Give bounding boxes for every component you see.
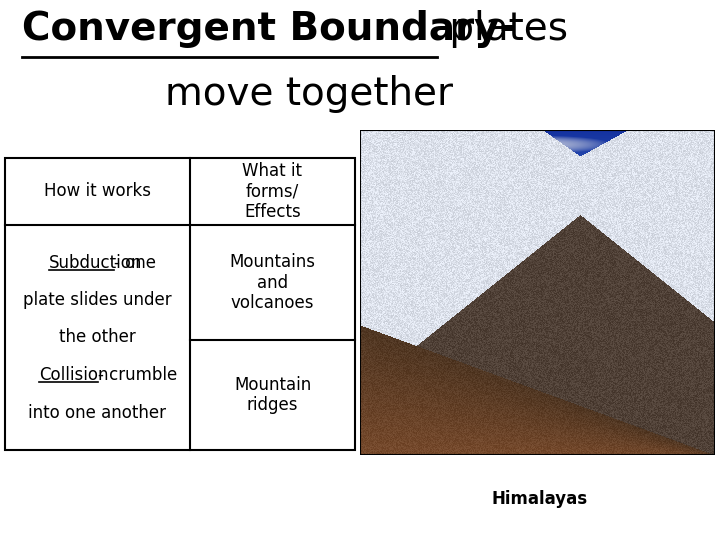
Bar	[5, 158, 355, 450]
Text: Mountains
and
volcanoes: Mountains and volcanoes	[230, 253, 315, 312]
Bar	[360, 130, 715, 455]
Text: Convergent Boundary-: Convergent Boundary-	[22, 10, 516, 48]
Text: Subduction: Subduction	[49, 253, 142, 272]
Text: What it
forms/
Effects: What it forms/ Effects	[243, 161, 302, 221]
Text: How it works: How it works	[44, 183, 151, 200]
Text: - one: - one	[114, 253, 156, 272]
Text: Collision: Collision	[39, 366, 109, 384]
Text: - crumble: - crumble	[97, 366, 176, 384]
Text: Himalayas: Himalayas	[492, 490, 588, 508]
Text: into one another: into one another	[29, 403, 166, 422]
Text: Mountain
ridges: Mountain ridges	[234, 376, 311, 414]
Text: plates: plates	[437, 10, 568, 48]
Text: plate slides under: plate slides under	[23, 291, 172, 309]
Text: the other: the other	[59, 328, 136, 347]
Text: move together: move together	[165, 75, 453, 113]
